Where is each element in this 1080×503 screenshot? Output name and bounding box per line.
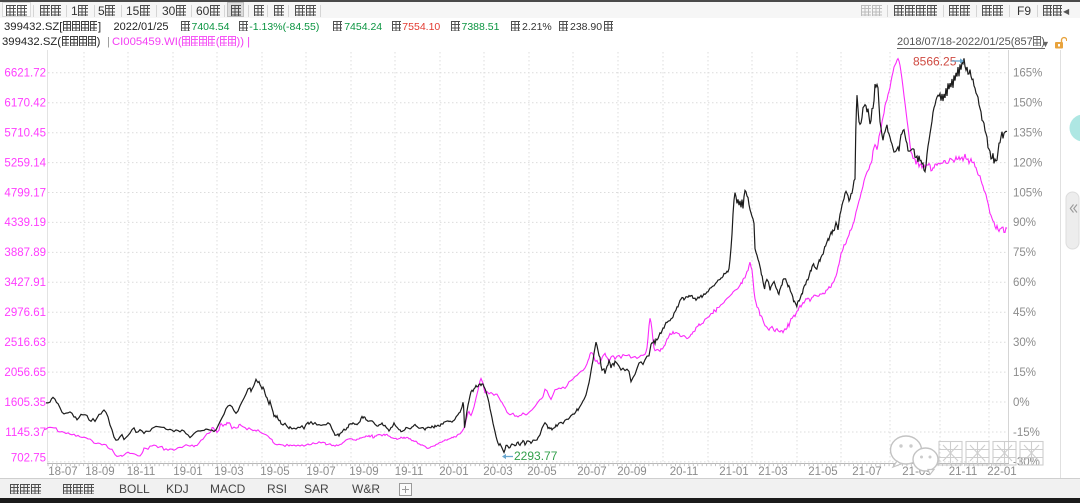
- svg-text:105%: 105%: [1013, 187, 1042, 199]
- svg-text:165%: 165%: [1013, 68, 1042, 80]
- svg-text:18-11: 18-11: [127, 466, 156, 478]
- svg-text:15%: 15%: [1013, 367, 1036, 379]
- svg-text:-15%: -15%: [1013, 427, 1040, 439]
- svg-text:90%: 90%: [1013, 217, 1036, 229]
- svg-text:20-07: 20-07: [577, 466, 606, 478]
- svg-text:19-01: 19-01: [173, 466, 202, 478]
- svg-text:3887.89: 3887.89: [4, 247, 46, 259]
- svg-text:60%: 60%: [1013, 277, 1036, 289]
- svg-text:21-11: 21-11: [949, 466, 978, 478]
- svg-text:18-09: 18-09: [85, 466, 114, 478]
- svg-text:1605.35: 1605.35: [4, 397, 46, 409]
- svg-text:19-07: 19-07: [306, 466, 335, 478]
- svg-text:5259.14: 5259.14: [4, 157, 46, 169]
- svg-text:21-05: 21-05: [808, 466, 837, 478]
- svg-text:150%: 150%: [1013, 98, 1042, 110]
- svg-text:20-03: 20-03: [483, 466, 512, 478]
- svg-text:2516.63: 2516.63: [4, 337, 46, 349]
- svg-text:135%: 135%: [1013, 128, 1042, 140]
- svg-text:22-01: 22-01: [987, 466, 1016, 478]
- svg-text:6170.42: 6170.42: [4, 98, 46, 110]
- svg-text:2976.61: 2976.61: [4, 307, 46, 319]
- svg-text:1145.37: 1145.37: [5, 427, 46, 439]
- svg-text:75%: 75%: [1013, 247, 1036, 259]
- svg-text:6621.72: 6621.72: [4, 68, 46, 80]
- svg-text:20-01: 20-01: [439, 466, 468, 478]
- svg-text:120%: 120%: [1013, 157, 1042, 169]
- svg-text:20-11: 20-11: [670, 466, 699, 478]
- svg-text:30%: 30%: [1013, 337, 1036, 349]
- svg-text:702.75: 702.75: [11, 452, 46, 464]
- svg-text:19-05: 19-05: [260, 466, 289, 478]
- svg-text:4799.17: 4799.17: [4, 187, 46, 199]
- svg-text:18-07: 18-07: [48, 466, 77, 478]
- svg-text:2293.77: 2293.77: [514, 449, 558, 463]
- svg-text:20-09: 20-09: [617, 466, 646, 478]
- svg-text:21-03: 21-03: [758, 466, 787, 478]
- svg-text:19-11: 19-11: [395, 466, 424, 478]
- svg-text:19-09: 19-09: [349, 466, 378, 478]
- svg-text:5710.45: 5710.45: [4, 128, 46, 140]
- svg-text:19-03: 19-03: [214, 466, 243, 478]
- svg-text:21-07: 21-07: [852, 466, 881, 478]
- svg-text:45%: 45%: [1013, 307, 1036, 319]
- svg-text:3427.91: 3427.91: [4, 277, 46, 289]
- svg-text:0%: 0%: [1013, 397, 1030, 409]
- svg-text:2056.65: 2056.65: [4, 367, 46, 379]
- svg-text:4339.19: 4339.19: [4, 217, 46, 229]
- svg-text:8566.25: 8566.25: [913, 55, 957, 69]
- svg-text:20-05: 20-05: [527, 466, 556, 478]
- svg-text:21-01: 21-01: [719, 466, 748, 478]
